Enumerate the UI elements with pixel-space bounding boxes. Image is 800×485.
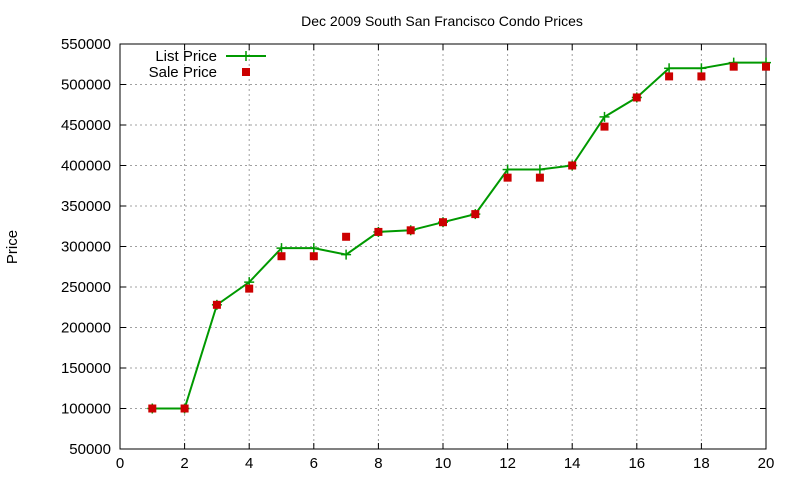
list-price-point [664, 63, 675, 74]
list-price-point [502, 164, 513, 175]
y-tick-label: 500000 [61, 77, 111, 94]
list-price-point [341, 249, 352, 260]
list-price-point [599, 111, 610, 122]
list-price-point [534, 164, 545, 175]
legend-label-sale-price: Sale Price [149, 64, 217, 81]
x-tick-label: 6 [310, 455, 318, 472]
list-price-point [696, 63, 707, 74]
y-tick-label: 400000 [61, 158, 111, 175]
y-tick-label: 150000 [61, 360, 111, 377]
list-price-point [276, 243, 287, 254]
sale-price-point [665, 72, 674, 81]
grid [120, 44, 766, 449]
y-tick-label: 100000 [61, 401, 111, 418]
y-axis-label: Price [4, 230, 21, 264]
legend-marker-list-price [241, 51, 251, 61]
x-tick-label: 20 [758, 455, 775, 472]
x-tick-label: 10 [435, 455, 452, 472]
sale-price-point [471, 210, 480, 219]
axes: 0 2 4 6 8 10 12 14 16 18 20 50000 100000 150000 200000… [61, 36, 774, 472]
legend-label-list-price: List Price [155, 48, 217, 65]
sale-price-point [406, 226, 415, 235]
y-tick-label: 450000 [61, 117, 111, 134]
sale-price-point [762, 62, 770, 71]
sale-price-point [503, 173, 512, 182]
sale-price-point [180, 404, 189, 413]
x-tick-label: 4 [245, 455, 253, 472]
sale-price-point [212, 300, 221, 309]
x-tick-label: 16 [628, 455, 645, 472]
x-tick-label: 12 [499, 455, 516, 472]
series-line-list-price [152, 61, 766, 410]
legend-swatch-sale-price [242, 68, 250, 76]
series [147, 57, 771, 414]
sale-price-point [309, 252, 318, 261]
sale-price-point [245, 284, 254, 293]
x-tick-label: 18 [693, 455, 710, 472]
y-tick-label: 200000 [61, 320, 111, 337]
sale-price-point [697, 72, 706, 81]
sale-price-point [439, 218, 447, 227]
sale-price-point [600, 122, 609, 131]
sale-price-point [535, 173, 544, 182]
y-tick-label: 350000 [61, 198, 111, 215]
sale-price-point [374, 227, 383, 236]
y-tick-label: 550000 [61, 36, 111, 53]
sale-price-point [148, 404, 157, 413]
y-tick-label: 50000 [69, 441, 111, 458]
sale-price-point [277, 252, 286, 261]
sale-price-point [729, 62, 738, 71]
sale-price-point [632, 93, 641, 102]
chart-title: Dec 2009 South San Francisco Condo Price… [301, 13, 583, 29]
y-tick-label: 300000 [61, 239, 111, 256]
y-tick-label: 250000 [61, 279, 111, 296]
x-tick-label: 14 [564, 455, 581, 472]
list-price-point [308, 243, 319, 254]
x-tick-label: 2 [180, 455, 188, 472]
sale-price-point [568, 161, 577, 170]
x-tick-label: 8 [374, 455, 382, 472]
legend: List Price Sale Price [149, 48, 266, 81]
sale-price-point [342, 232, 351, 241]
x-tick-label: 0 [116, 455, 124, 472]
